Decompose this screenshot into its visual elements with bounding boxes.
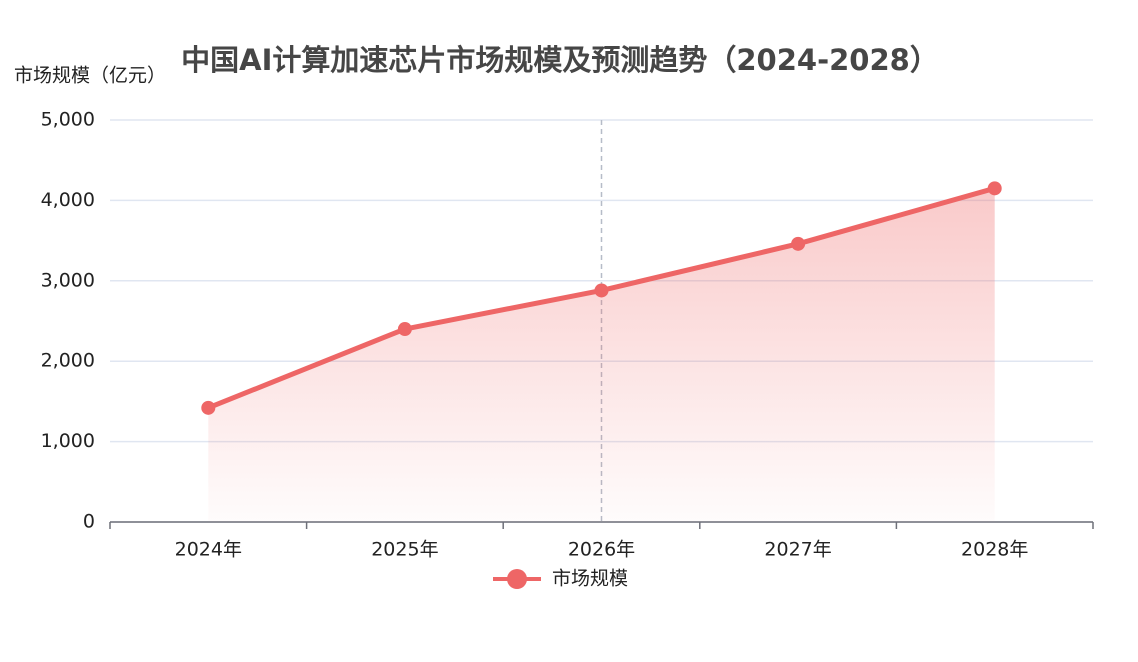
legend-label: 市场规模 (552, 568, 628, 590)
x-tick-label: 2025年 (371, 539, 438, 561)
x-tick-label: 2026年 (568, 539, 635, 561)
y-tick-label: 5,000 (41, 109, 95, 131)
point (397, 322, 412, 337)
x-tick-label: 2024年 (175, 539, 242, 561)
point (987, 181, 1002, 196)
point (201, 400, 216, 415)
y-axis-title: 市场规模（亿元） (14, 65, 166, 87)
y-tick-label: 2,000 (41, 350, 95, 372)
y-tick-label: 4,000 (41, 189, 95, 211)
point (791, 236, 806, 251)
y-tick-label: 3,000 (41, 269, 95, 291)
point (594, 283, 609, 298)
area (208, 188, 995, 522)
x-tick-label: 2027年 (764, 539, 831, 561)
legend-marker (507, 569, 527, 589)
y-tick-label: 0 (83, 511, 95, 533)
y-tick-label: 1,000 (41, 430, 95, 452)
x-tick-label: 2028年 (961, 539, 1028, 561)
chart-title: 中国AI计算加速芯片市场规模及预测趋势（2024-2028） (181, 43, 939, 77)
